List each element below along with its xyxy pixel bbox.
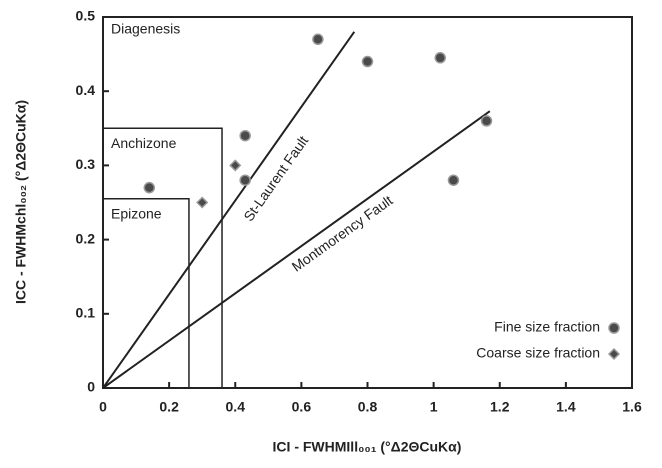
zone-box xyxy=(103,198,190,388)
data-point xyxy=(239,174,251,186)
x-tick-label: 1.2 xyxy=(490,399,510,415)
x-tick-label: 1 xyxy=(430,399,438,415)
data-point xyxy=(361,55,374,68)
y-tick-label: 0.4 xyxy=(76,82,96,98)
data-point xyxy=(196,196,209,209)
data-point xyxy=(239,129,251,142)
y-tick-label: 0 xyxy=(87,379,95,395)
y-tick-label: 0.5 xyxy=(76,8,96,24)
legend-label: Coarse size fraction xyxy=(476,345,600,361)
legend-label: Fine size fraction xyxy=(494,319,600,335)
y-tick-label: 0.2 xyxy=(76,230,96,246)
zone-label: Epizone xyxy=(111,205,162,221)
zone-label: Anchizone xyxy=(111,135,177,151)
data-point xyxy=(312,33,324,46)
data-point xyxy=(434,52,446,64)
x-tick-label: 0.2 xyxy=(159,399,179,415)
data-point xyxy=(229,159,242,172)
legend-marker xyxy=(608,322,620,334)
x-tick-label: 0.4 xyxy=(226,399,246,415)
y-tick-label: 0.3 xyxy=(76,156,96,172)
legend-marker xyxy=(607,347,621,361)
data-point xyxy=(480,115,493,127)
x-tick-label: 1.4 xyxy=(556,399,576,415)
x-axis-title: ICI - FWHMIll₀₀₁ (°Δ2ΘCuKα) xyxy=(273,439,462,455)
fault-line xyxy=(102,110,491,389)
x-tick-label: 0 xyxy=(99,399,107,415)
x-tick-label: 1.6 xyxy=(622,399,642,415)
x-tick-label: 0.6 xyxy=(292,399,312,415)
data-point xyxy=(143,181,156,194)
y-tick-label: 0.1 xyxy=(76,305,96,321)
zone-box xyxy=(103,127,223,388)
region-label: Diagenesis xyxy=(111,21,180,37)
x-tick-label: 0.8 xyxy=(358,399,378,415)
y-axis-title: ICC - FWHMchl₀₀₂ (°Δ2ΘCuKα) xyxy=(13,100,29,304)
fault-label: Montmorency Fault xyxy=(289,192,396,275)
fault-line xyxy=(102,31,356,389)
data-point xyxy=(447,174,460,186)
